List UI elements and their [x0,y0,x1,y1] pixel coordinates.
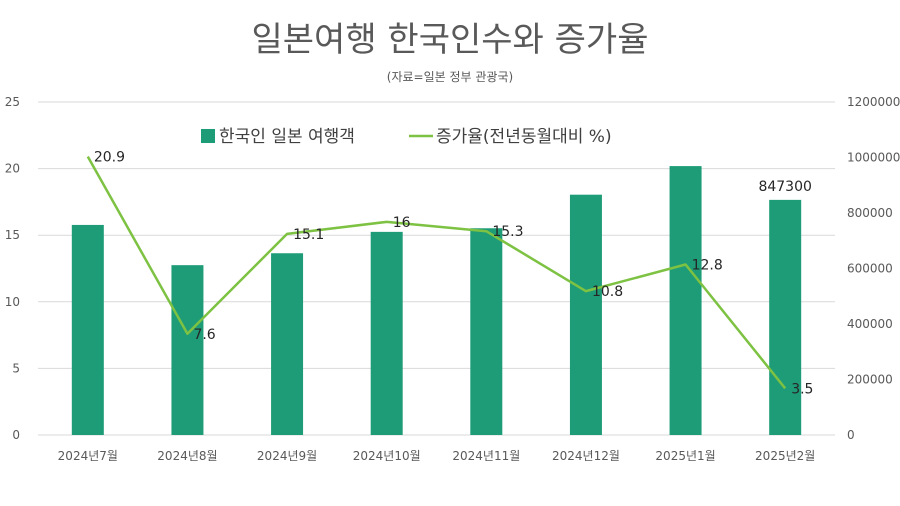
line-data-label: 15.3 [492,224,523,240]
left-axis-tick-label: 15 [5,228,20,242]
line-data-label: 7.6 [193,327,215,343]
bar[interactable] [769,199,802,435]
line-series [86,155,787,390]
line-data-label: 10.8 [592,284,623,300]
right-axis-tick-label: 600000 [847,262,893,276]
bar-series [71,166,802,436]
line-data-label: 3.5 [791,381,813,397]
legend[interactable]: 한국인 일본 여행객 증가율(전년동월대비 %) [201,127,612,147]
growth-rate-line[interactable] [86,155,787,390]
data-labels: 20.9 7.6 15.1 16 15.3 10.8 12.8 3.5 847300 [94,150,814,398]
right-axis-tick-label: 200000 [847,373,893,387]
line-data-label: 16 [393,215,411,231]
left-axis-tick-label: 5 [12,361,20,375]
bar[interactable] [370,231,403,435]
x-axis-tick-label: 2024년11월 [452,449,520,463]
x-axis-tick-label: 2024년9월 [257,449,317,463]
right-axis-tick-label: 1200000 [847,95,900,109]
x-axis-tick-label: 2024년7월 [58,449,118,463]
axes: 0 5 10 15 20 25 0 200000 400000 600000 800000 10000… [5,95,900,463]
bar-data-label: 847300 [758,179,811,195]
chart-title: 일본여행 한국인수와 증가율 [251,20,649,60]
x-axis-tick-label: 2024년12월 [552,449,620,463]
x-axis-tick-label: 2025년1월 [655,449,715,463]
bar[interactable] [470,228,503,435]
left-axis-tick-label: 0 [12,428,20,442]
legend-bar-swatch [201,129,215,143]
x-axis-tick-label: 2025년2월 [755,449,815,463]
left-axis-tick-label: 20 [5,162,20,176]
chart-subtitle: (자료=일본 정부 관광국) [386,70,514,84]
line-data-label: 15.1 [293,227,324,243]
line-data-label: 20.9 [94,150,125,166]
right-axis-tick-label: 800000 [847,206,893,220]
bar[interactable] [271,253,304,435]
legend-line-label: 증가율(전년동월대비 %) [436,127,612,147]
right-axis-tick-label: 1000000 [847,151,900,165]
gridlines [38,101,835,436]
bar[interactable] [669,166,702,436]
left-axis-tick-label: 25 [5,95,20,109]
line-data-label: 12.8 [692,258,723,274]
x-axis-tick-label: 2024년10월 [353,449,421,463]
legend-bar-label: 한국인 일본 여행객 [219,127,355,147]
bar[interactable] [569,194,602,435]
x-axis-tick-label: 2024년8월 [157,449,217,463]
left-axis-tick-label: 10 [5,295,20,309]
bar[interactable] [71,224,104,435]
right-axis-tick-label: 0 [847,428,855,442]
right-axis-tick-label: 400000 [847,317,893,331]
bar[interactable] [171,265,204,435]
